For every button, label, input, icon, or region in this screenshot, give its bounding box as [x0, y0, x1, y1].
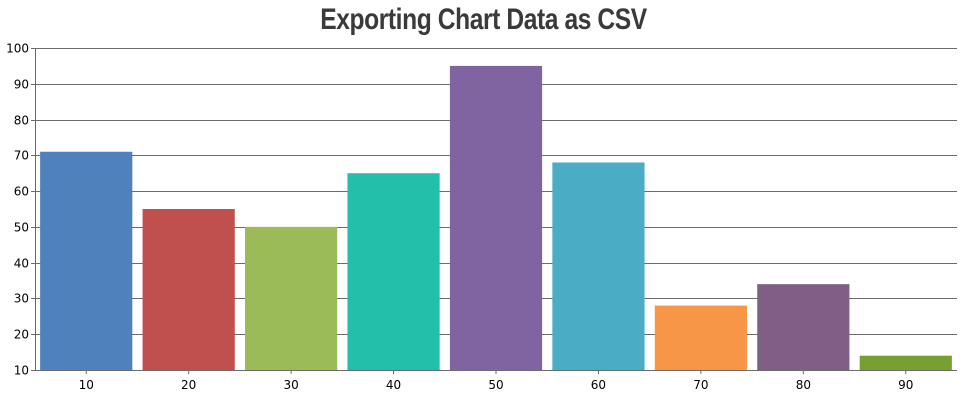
- bar-90[interactable]: [859, 355, 952, 370]
- y-tick-label: 60: [14, 185, 29, 199]
- y-tick-label: 80: [14, 114, 29, 128]
- bar-20[interactable]: [142, 209, 235, 370]
- x-tick-label: 80: [796, 378, 811, 392]
- y-axis-ticks: 10 20 30 40 50 60 70 80 90 100: [6, 42, 35, 378]
- bars: [40, 65, 952, 370]
- bar-60[interactable]: [552, 162, 645, 370]
- x-tick-label: 70: [693, 378, 708, 392]
- y-tick-label: 20: [14, 328, 29, 342]
- y-tick-label: 30: [14, 292, 29, 306]
- chart-title: Exporting Chart Data as CSV: [320, 3, 647, 36]
- x-tick-label: 20: [181, 378, 196, 392]
- x-tick-label: 30: [283, 378, 298, 392]
- y-tick-label: 70: [14, 149, 29, 163]
- y-tick-label: 40: [14, 257, 29, 271]
- y-tick-label: 100: [6, 42, 29, 56]
- x-axis-ticks: 10 20 30 40 50 60 70 80 90: [79, 370, 913, 392]
- bar-30[interactable]: [245, 226, 338, 370]
- bar-50[interactable]: [449, 65, 543, 370]
- bar-10[interactable]: [40, 151, 133, 370]
- x-tick-label: 90: [898, 378, 913, 392]
- y-tick-label: 50: [14, 221, 29, 235]
- x-tick-label: 40: [386, 378, 401, 392]
- x-tick-label: 50: [488, 378, 503, 392]
- bar-80[interactable]: [757, 284, 850, 370]
- x-tick-label: 10: [79, 378, 94, 392]
- bar-40[interactable]: [347, 173, 440, 370]
- bar-70[interactable]: [654, 305, 747, 370]
- y-tick-label: 10: [14, 364, 29, 378]
- x-tick-label: 60: [591, 378, 606, 392]
- y-tick-label: 90: [14, 78, 29, 92]
